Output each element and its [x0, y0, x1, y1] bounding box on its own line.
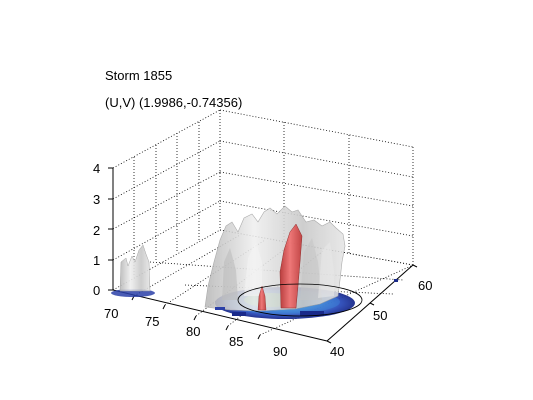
z-tick-label: 4	[93, 161, 100, 176]
left-isosurface	[111, 244, 155, 297]
z-tick-label: 2	[93, 223, 100, 238]
axes	[108, 167, 418, 344]
y-tick-label: 80	[186, 324, 200, 339]
z-tick-label: 3	[93, 192, 100, 207]
x-tick-label: 60	[418, 278, 432, 293]
y-tick-label: 85	[229, 334, 243, 349]
plot-title: Storm 1855	[105, 68, 173, 83]
storm-core-main	[279, 223, 303, 309]
storm-core-small	[257, 285, 267, 311]
z-tick-label: 1	[93, 253, 100, 268]
y-tick-label: 75	[145, 314, 159, 329]
storm-track-ring	[237, 283, 363, 317]
storm-isosurface	[204, 205, 355, 319]
y-tick-label: 70	[104, 306, 118, 321]
z-tick-label: 0	[93, 283, 100, 298]
y-tick-label: 90	[273, 344, 287, 359]
plot-subtitle: (U,V) (1.9986,-0.74356)	[105, 95, 243, 110]
x-tick-label: 50	[373, 308, 387, 323]
tick-labels: 4 3 2 1 0 70 75 80 85 90 40 50 60	[93, 161, 432, 359]
x-tick-label: 40	[330, 344, 344, 359]
